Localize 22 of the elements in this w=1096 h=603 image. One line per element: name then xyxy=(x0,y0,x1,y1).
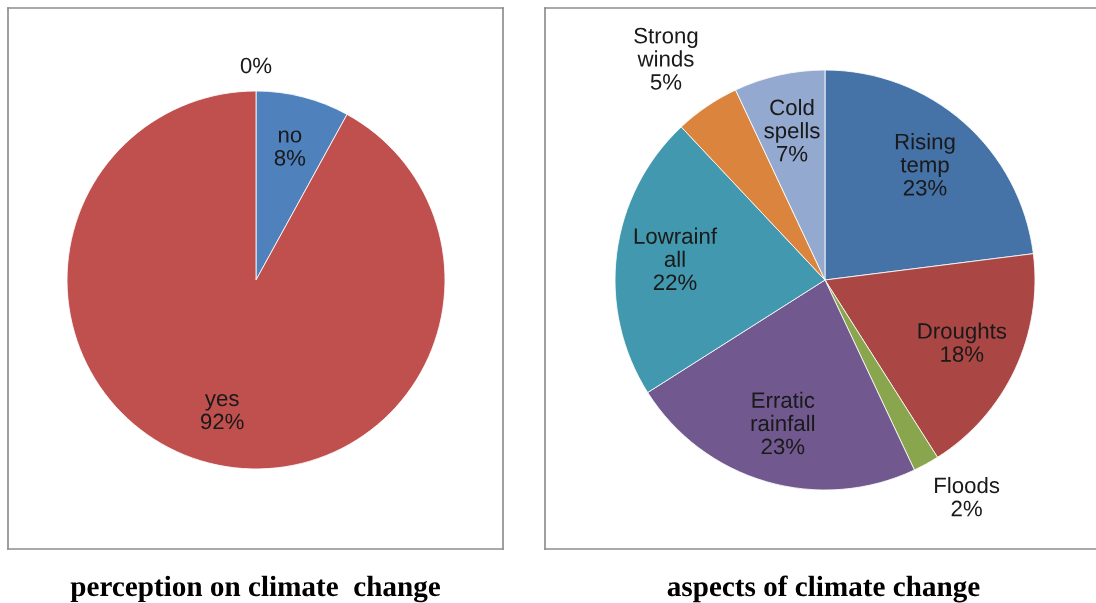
slice-label: yes xyxy=(204,394,239,411)
slice-label: Strong winds xyxy=(634,27,698,67)
data-label: 8% xyxy=(274,149,306,166)
data-label: 2% xyxy=(951,500,982,517)
data-label: 23% xyxy=(903,179,947,196)
slice-label: Rising temp xyxy=(895,133,955,177)
slice-label: Droughts xyxy=(918,322,1007,344)
slice-label: Cold spells xyxy=(764,98,820,143)
text: 0% xyxy=(240,57,272,74)
data-label: 18% xyxy=(941,346,984,362)
slice-label: no xyxy=(278,130,302,143)
text: aspects of climate change xyxy=(667,575,980,603)
pie-slice xyxy=(66,90,446,470)
slice-label: Erratic rainfall xyxy=(751,391,815,432)
data-label: 7% xyxy=(777,145,808,162)
data-label: 22% xyxy=(653,274,697,291)
data-label: 92% xyxy=(200,413,244,430)
slice-label: Lowrainf all xyxy=(634,227,718,268)
data-label: 23% xyxy=(761,438,805,455)
text: perception on climate change xyxy=(70,575,440,603)
slice-label: Floods xyxy=(935,476,1000,494)
data-label: 5% xyxy=(650,74,682,90)
